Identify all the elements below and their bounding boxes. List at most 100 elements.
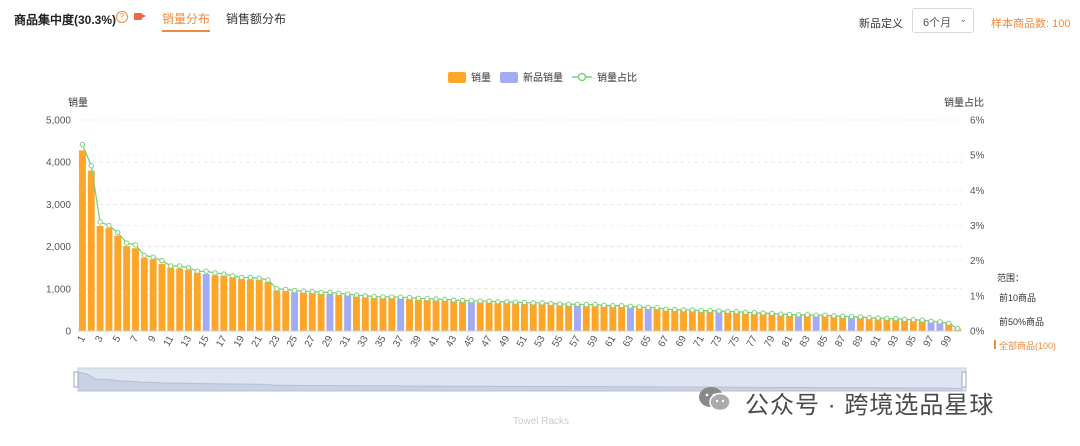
sales-bar bbox=[282, 290, 290, 331]
share-point bbox=[707, 307, 713, 314]
period-select-value: 6个月 bbox=[923, 17, 952, 29]
tab-sales-revenue[interactable]: 销售额分布 bbox=[226, 12, 287, 26]
sales-bar bbox=[476, 302, 484, 331]
sales-bar bbox=[618, 306, 626, 331]
x-tick-label: 43 bbox=[444, 334, 459, 350]
share-point bbox=[831, 313, 837, 319]
range-label: 范围： bbox=[997, 273, 1025, 283]
share-point bbox=[291, 287, 298, 294]
x-tick-label: 41 bbox=[427, 334, 442, 350]
x-tick-label: 19 bbox=[232, 334, 247, 350]
x-tick-label: 7 bbox=[129, 334, 142, 345]
sales-bar bbox=[105, 228, 113, 331]
y-tick-left-3: 3,000 bbox=[46, 200, 71, 211]
y-tick-left-0: 0 bbox=[65, 327, 71, 338]
sales-bar bbox=[609, 306, 617, 331]
sales-bar bbox=[741, 312, 749, 331]
sales-bar bbox=[185, 269, 192, 331]
share-point bbox=[875, 315, 881, 321]
share-point bbox=[115, 229, 121, 236]
x-tick-label: 51 bbox=[515, 334, 530, 350]
share-point bbox=[327, 289, 333, 296]
range-all-products[interactable]: 全部商品(100) bbox=[993, 340, 1057, 351]
sales-bar bbox=[724, 312, 732, 331]
sales-bar bbox=[149, 259, 157, 331]
sales-bar bbox=[830, 316, 838, 331]
sales-bar bbox=[485, 302, 493, 331]
share-point bbox=[565, 301, 572, 307]
share-point bbox=[486, 298, 492, 304]
range-top50pct[interactable]: 前50%商品 bbox=[999, 317, 1045, 327]
period-select[interactable]: 6个月 ⌄ bbox=[912, 8, 974, 33]
range-top10[interactable]: 前10商品 bbox=[999, 293, 1037, 303]
sales-bar bbox=[697, 311, 705, 331]
sales-bar bbox=[547, 304, 555, 331]
sales-bar bbox=[335, 294, 343, 331]
share-point bbox=[601, 302, 607, 309]
sales-bar bbox=[450, 301, 458, 331]
x-tick-label: 95 bbox=[904, 334, 919, 350]
share-point bbox=[344, 291, 351, 297]
zoom-handle-right[interactable] bbox=[961, 371, 967, 388]
y-axis-left-title: 销量 bbox=[68, 96, 88, 109]
chart-area: 销量 新品销量 销量占比 销量 销量占比 0 1,000 2,000 3,000 4,000 5,0… bbox=[0, 60, 1080, 441]
x-tick-label: 85 bbox=[815, 334, 830, 350]
sales-bar bbox=[123, 246, 131, 331]
share-point bbox=[362, 293, 368, 299]
share-point bbox=[371, 293, 377, 300]
share-point bbox=[203, 268, 209, 274]
share-point bbox=[866, 314, 872, 321]
x-tick-label: 17 bbox=[214, 334, 229, 350]
share-point bbox=[380, 294, 386, 300]
x-tick-label: 77 bbox=[745, 334, 760, 350]
sales-bar bbox=[255, 279, 263, 331]
sales-bar bbox=[918, 320, 926, 331]
new-product-bar bbox=[644, 308, 652, 331]
y-tick-right-3: 3% bbox=[970, 221, 985, 232]
sample-count: 样本商品数: 100 bbox=[991, 18, 1071, 30]
x-tick-label: 89 bbox=[851, 334, 866, 350]
zoom-handle-left[interactable] bbox=[73, 371, 79, 388]
sales-bar bbox=[238, 279, 245, 331]
sales-bar bbox=[821, 315, 829, 331]
sales-bar bbox=[892, 319, 900, 331]
share-point bbox=[946, 320, 952, 326]
sales-bar bbox=[379, 298, 387, 331]
sales-bar bbox=[733, 312, 741, 331]
share-point bbox=[839, 313, 846, 319]
sales-bar bbox=[459, 301, 466, 331]
share-point bbox=[680, 307, 687, 313]
share-point bbox=[477, 298, 483, 304]
sales-bar bbox=[423, 299, 431, 331]
x-tick-label: 23 bbox=[267, 334, 282, 350]
legend-swatch-0 bbox=[448, 72, 466, 83]
sales-bar bbox=[865, 317, 873, 331]
x-tick-label: 97 bbox=[922, 334, 937, 350]
y-tick-right-0: 0% bbox=[970, 327, 985, 338]
x-tick-label: 3 bbox=[93, 334, 106, 345]
video-icon[interactable] bbox=[134, 13, 146, 20]
share-point bbox=[751, 310, 757, 316]
sales-bar bbox=[353, 296, 360, 331]
x-tick-label: 37 bbox=[391, 334, 406, 350]
share-point bbox=[451, 297, 457, 303]
new-product-bar bbox=[927, 321, 935, 331]
x-tick-label: 1 bbox=[76, 334, 89, 345]
sales-bar bbox=[96, 225, 104, 331]
x-tick-label: 67 bbox=[656, 334, 671, 350]
chart-header: 商品集中度(30.3%) ? 销量分布 销售额分布 新品定义 6个月 ⌄ 样本商… bbox=[0, 0, 1080, 40]
sales-bar bbox=[591, 305, 599, 331]
share-point bbox=[433, 296, 439, 302]
help-circle-icon[interactable]: ? bbox=[116, 11, 128, 23]
new-product-bar bbox=[715, 311, 723, 331]
x-tick-label: 57 bbox=[568, 334, 583, 350]
sales-bar bbox=[600, 306, 608, 331]
tab-sales-volume[interactable]: 销量分布 bbox=[162, 12, 211, 32]
share-point bbox=[645, 304, 651, 311]
share-point bbox=[389, 294, 395, 300]
sales-bar bbox=[538, 303, 546, 331]
share-point bbox=[592, 301, 598, 308]
share-point bbox=[168, 263, 174, 269]
share-point bbox=[698, 307, 704, 314]
